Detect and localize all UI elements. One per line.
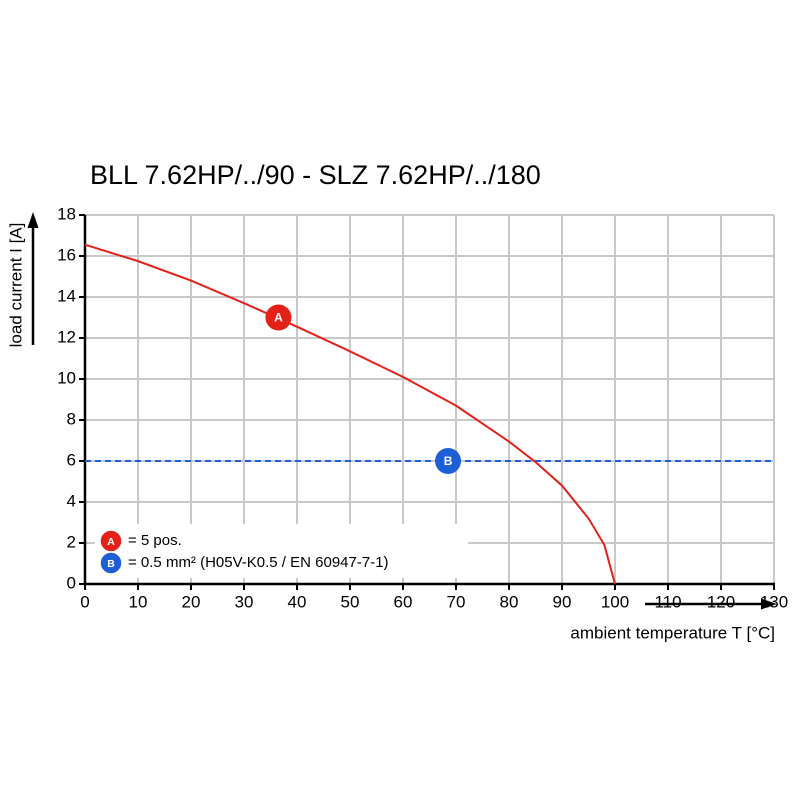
x-tick-label: 30 [235, 592, 254, 611]
y-tick-label: 4 [67, 491, 76, 510]
x-tick-label: 60 [394, 592, 413, 611]
series-line [84, 243, 616, 585]
legend: A = 5 pos. B = 0.5 mm² (H05V-K0.5 / EN 6094… [99, 529, 389, 575]
x-tick-label: 100 [601, 592, 629, 611]
legend-marker-label: B [107, 559, 115, 570]
plot: AB [84, 243, 774, 585]
x-tick-label: 110 [654, 592, 681, 611]
x-tick-label: 40 [288, 592, 307, 611]
x-axis-label: ambient temperature T [°C] [570, 623, 775, 642]
chart-title: BLL 7.62HP/../90 - SLZ 7.62HP/../180 [90, 160, 541, 190]
legend-marker-label: A [107, 537, 115, 548]
legend-label: = 5 pos. [128, 532, 182, 549]
legend-marker [99, 551, 123, 575]
x-tick-label: 130 [760, 592, 788, 611]
y-tick-label: 14 [57, 286, 76, 305]
x-tick-label: 90 [553, 592, 572, 611]
y-tick-label: 6 [67, 450, 76, 469]
x-tick-label: 80 [500, 592, 519, 611]
y-tick-label: 18 [57, 204, 76, 223]
y-tick-label: 12 [57, 327, 76, 346]
x-tick-label: 10 [129, 592, 148, 611]
y-tick-label: 8 [67, 409, 76, 428]
marker [435, 448, 462, 474]
y-tick-label: 2 [67, 532, 76, 551]
grid: 0 10 20 30 40 50 60 70 80 90 100 110 120 130 0 2 4 6 8 10 12… [57, 204, 788, 611]
y-arrow-head [27, 212, 39, 228]
y-tick-label: 0 [67, 573, 76, 592]
y-axis-label: load current I [A] [6, 223, 25, 348]
marker-label: B [444, 454, 453, 468]
x-tick-label: 0 [80, 592, 89, 611]
marker-label: A [274, 311, 283, 325]
y-tick-label: 16 [57, 245, 76, 264]
x-tick-label: 120 [707, 592, 735, 611]
legend-box [95, 524, 468, 578]
x-tick-label: 20 [182, 592, 201, 611]
x-arrow-head [761, 598, 777, 610]
x-tick-label: 50 [341, 592, 360, 611]
y-tick-label: 10 [57, 368, 76, 387]
x-tick-label: 70 [447, 592, 466, 611]
legend-label: = 0.5 mm² (H05V-K0.5 / EN 60947-7-1) [128, 554, 389, 571]
marker [265, 304, 292, 331]
